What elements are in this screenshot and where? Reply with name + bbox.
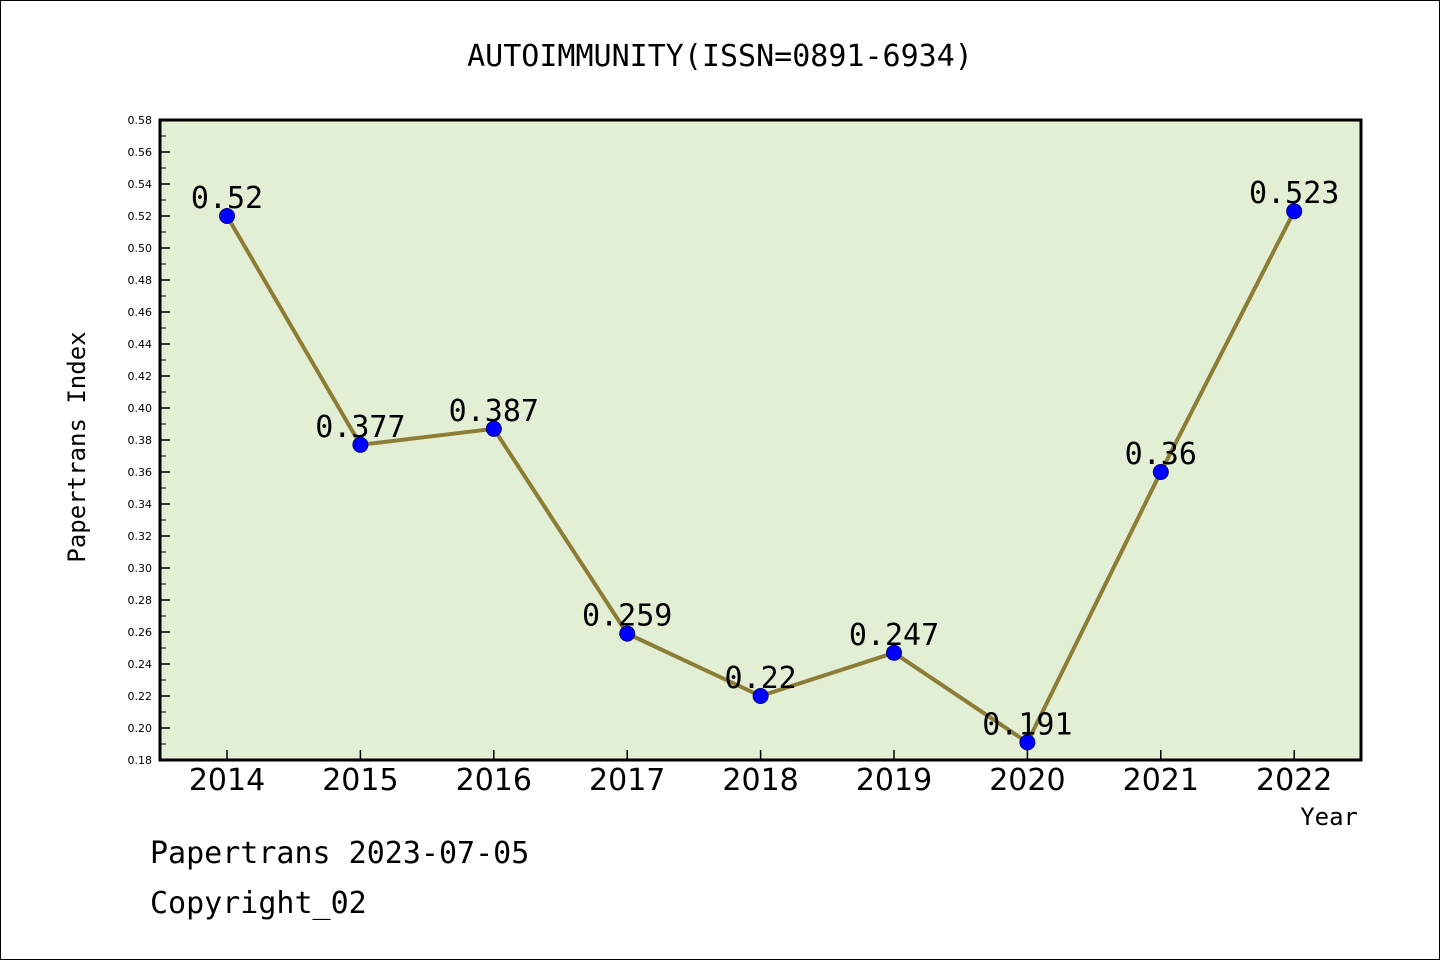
data-label-2021: 0.36: [1125, 437, 1197, 472]
y-tick-label: 0.26: [128, 626, 153, 639]
data-point-2022: [1286, 203, 1303, 220]
data-label-2016: 0.387: [449, 394, 539, 429]
x-tick-label: 2022: [1256, 763, 1332, 798]
data-point-2021: [1152, 464, 1169, 480]
data-point-2015: [352, 436, 369, 453]
data-point-2017: [619, 625, 636, 642]
data-point-2014: [219, 208, 235, 224]
data-points: [219, 203, 1303, 751]
y-tick-label: 0.46: [128, 306, 153, 319]
y-tick-label: 0.20: [128, 722, 153, 735]
data-label-2014: 0.52: [191, 181, 263, 216]
data-labels: 0.52 0.377 0.387 0.259 0.22 0.247 0.191 0.36 0.5…: [191, 176, 1339, 742]
y-tick-label: 0.18: [128, 754, 153, 767]
y-axis-label: Papertrans Index: [63, 331, 91, 562]
x-tick-label: 2017: [589, 763, 665, 798]
y-tick-label: 0.44: [128, 338, 153, 351]
y-tick-label: 0.54: [128, 178, 153, 191]
x-tick-label: 2019: [856, 763, 932, 798]
data-label-2015: 0.377: [315, 410, 405, 445]
y-tick-label: 0.38: [128, 434, 153, 447]
data-point-2018: [752, 688, 769, 704]
y-tick-label: 0.32: [128, 530, 153, 543]
x-tick-label: 2021: [1123, 763, 1199, 798]
y-tick-label: 0.34: [128, 498, 153, 511]
footer-date: Papertrans 2023-07-05: [150, 836, 530, 871]
y-tick-label: 0.40: [128, 402, 153, 415]
y-tick-label: 0.42: [128, 370, 153, 383]
y-tick-label: 0.48: [128, 274, 153, 287]
x-tick-label: 2020: [989, 763, 1065, 798]
y-tick-label: 0.52: [128, 210, 153, 223]
footer-copyright: Copyright_02: [150, 886, 367, 921]
x-axis-label: Year: [1300, 803, 1358, 831]
y-tick-label: 0.28: [128, 594, 153, 607]
data-point-2016: [485, 420, 502, 437]
data-label-2018: 0.22: [724, 661, 796, 696]
data-label-2020: 0.191: [982, 707, 1072, 742]
data-label-2022: 0.523: [1249, 176, 1339, 211]
data-point-2019: [886, 644, 902, 661]
y-tick-label: 0.50: [128, 242, 153, 255]
data-label-2017: 0.259: [582, 599, 672, 634]
y-axis: 0.18 0.20 0.22 0.24 0.26 0.28 0.30 0.32 0.34 0.36…: [128, 114, 170, 767]
data-label-2019: 0.247: [849, 618, 939, 653]
y-tick-label: 0.30: [128, 562, 153, 575]
data-point-2020: [1019, 734, 1036, 751]
y-tick-label: 0.36: [128, 466, 153, 479]
x-tick-label: 2014: [189, 763, 265, 798]
y-tick-label: 0.56: [128, 146, 153, 159]
x-axis: 2014 2015 2016 2017 2018 2019 2020 2021 2022: [189, 750, 1332, 798]
y-tick-label: 0.58: [128, 114, 153, 127]
x-tick-label: 2015: [322, 763, 398, 798]
y-tick-label: 0.24: [128, 658, 153, 671]
chart-title: AUTOIMMUNITY(ISSN=0891-6934): [467, 39, 973, 74]
x-tick-label: 2016: [456, 763, 532, 798]
y-tick-label: 0.22: [128, 690, 153, 703]
x-tick-label: 2018: [722, 763, 798, 798]
